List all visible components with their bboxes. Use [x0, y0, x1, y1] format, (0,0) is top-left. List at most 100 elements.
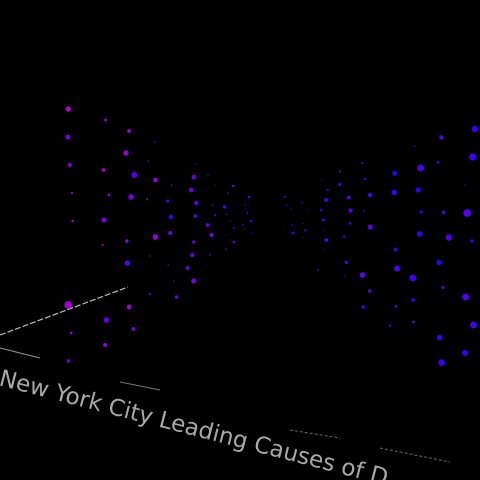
point [342, 235, 346, 238]
point [170, 184, 173, 186]
point [349, 222, 352, 225]
point [131, 172, 138, 178]
point [464, 184, 467, 186]
point [69, 331, 73, 335]
point [153, 141, 156, 143]
point [388, 324, 392, 327]
point [146, 198, 149, 200]
point [71, 219, 74, 223]
point [107, 193, 111, 197]
point [321, 179, 323, 181]
point [232, 184, 235, 188]
point [214, 214, 217, 216]
point [338, 170, 341, 173]
point [166, 199, 170, 203]
point [283, 196, 286, 198]
point [243, 228, 245, 230]
point [192, 240, 196, 244]
point [148, 292, 151, 296]
point [125, 239, 129, 243]
point [67, 162, 72, 168]
point [244, 204, 247, 206]
point [441, 286, 445, 289]
point [361, 305, 366, 309]
point [225, 248, 227, 250]
point [101, 217, 107, 223]
point [414, 145, 416, 147]
point [367, 192, 373, 198]
point [65, 134, 71, 140]
point [417, 231, 423, 237]
point [306, 208, 308, 211]
point [222, 205, 227, 209]
point [348, 208, 353, 213]
point [229, 220, 232, 222]
point [191, 174, 197, 180]
point [206, 264, 208, 266]
point [232, 240, 236, 244]
point [209, 254, 211, 256]
axis-line [0, 347, 41, 359]
point [124, 260, 131, 266]
point [359, 272, 366, 278]
point [469, 153, 477, 161]
point [101, 168, 106, 172]
point [191, 278, 197, 284]
point [153, 177, 158, 183]
point [126, 304, 132, 310]
point [470, 239, 474, 243]
point [147, 160, 150, 162]
point [441, 210, 446, 215]
point [344, 274, 346, 277]
axes [0, 286, 451, 463]
point [319, 208, 323, 212]
point [417, 164, 424, 172]
point [209, 233, 214, 237]
point [152, 234, 158, 240]
point [346, 195, 351, 200]
point [174, 295, 179, 299]
point [246, 212, 249, 214]
point [391, 189, 398, 196]
point [247, 195, 251, 199]
point [304, 229, 307, 232]
point [411, 298, 415, 302]
point [470, 321, 477, 329]
point [205, 223, 210, 227]
point [445, 234, 452, 241]
point [394, 265, 401, 272]
point [172, 280, 175, 282]
point [232, 227, 235, 229]
point [215, 184, 217, 186]
point [412, 320, 415, 324]
point [225, 234, 227, 236]
point [338, 182, 342, 187]
point [471, 125, 479, 133]
point [317, 269, 319, 271]
point [301, 201, 304, 204]
point [415, 187, 421, 193]
point [248, 200, 250, 202]
point [437, 334, 443, 341]
point [323, 229, 325, 231]
point [242, 224, 244, 226]
point [367, 224, 373, 230]
point [131, 327, 136, 331]
point [436, 259, 442, 266]
point [185, 266, 190, 270]
axis-line [379, 447, 451, 463]
point [324, 238, 329, 242]
axis-line [0, 286, 129, 336]
point [168, 231, 173, 235]
point [103, 343, 108, 347]
point [322, 249, 325, 251]
point [67, 359, 71, 363]
point [283, 228, 285, 230]
point [167, 264, 169, 266]
point [291, 216, 292, 218]
point [302, 188, 303, 189]
point [438, 359, 445, 366]
axis-line [289, 429, 341, 439]
